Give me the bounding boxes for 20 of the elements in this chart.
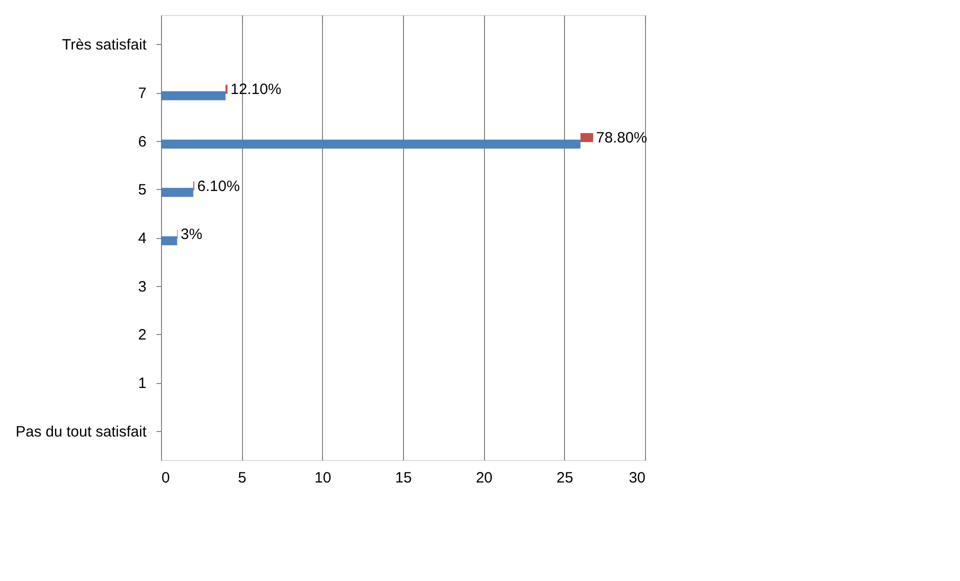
data-label: 3% [180,226,202,244]
y-tick-label: 5 [138,182,146,199]
x-tick-label: 20 [476,470,493,486]
data-label: 78.80% [596,130,648,147]
x-tick-label: 10 [314,470,332,486]
x-tick-label: 0 [162,470,170,486]
y-tick-label: 7 [138,85,146,102]
data-label: 6.10% [197,178,240,195]
y-tick-label: 1 [138,375,146,392]
y-tick-label: 3 [138,278,146,296]
y-tick-label: 6 [138,133,146,150]
y-tick-label: 2 [138,326,146,344]
y-tick-label: Pas du tout satisfait [16,423,148,440]
x-tick-label: 30 [628,470,646,486]
y-tick-label: Très satisfait [62,36,148,54]
x-tick-label: 25 [556,470,574,486]
y-tick-label: 4 [138,230,146,247]
x-tick-label: 5 [238,470,246,486]
x-tick-label: 15 [395,470,412,486]
data-label: 12.10% [230,81,282,98]
